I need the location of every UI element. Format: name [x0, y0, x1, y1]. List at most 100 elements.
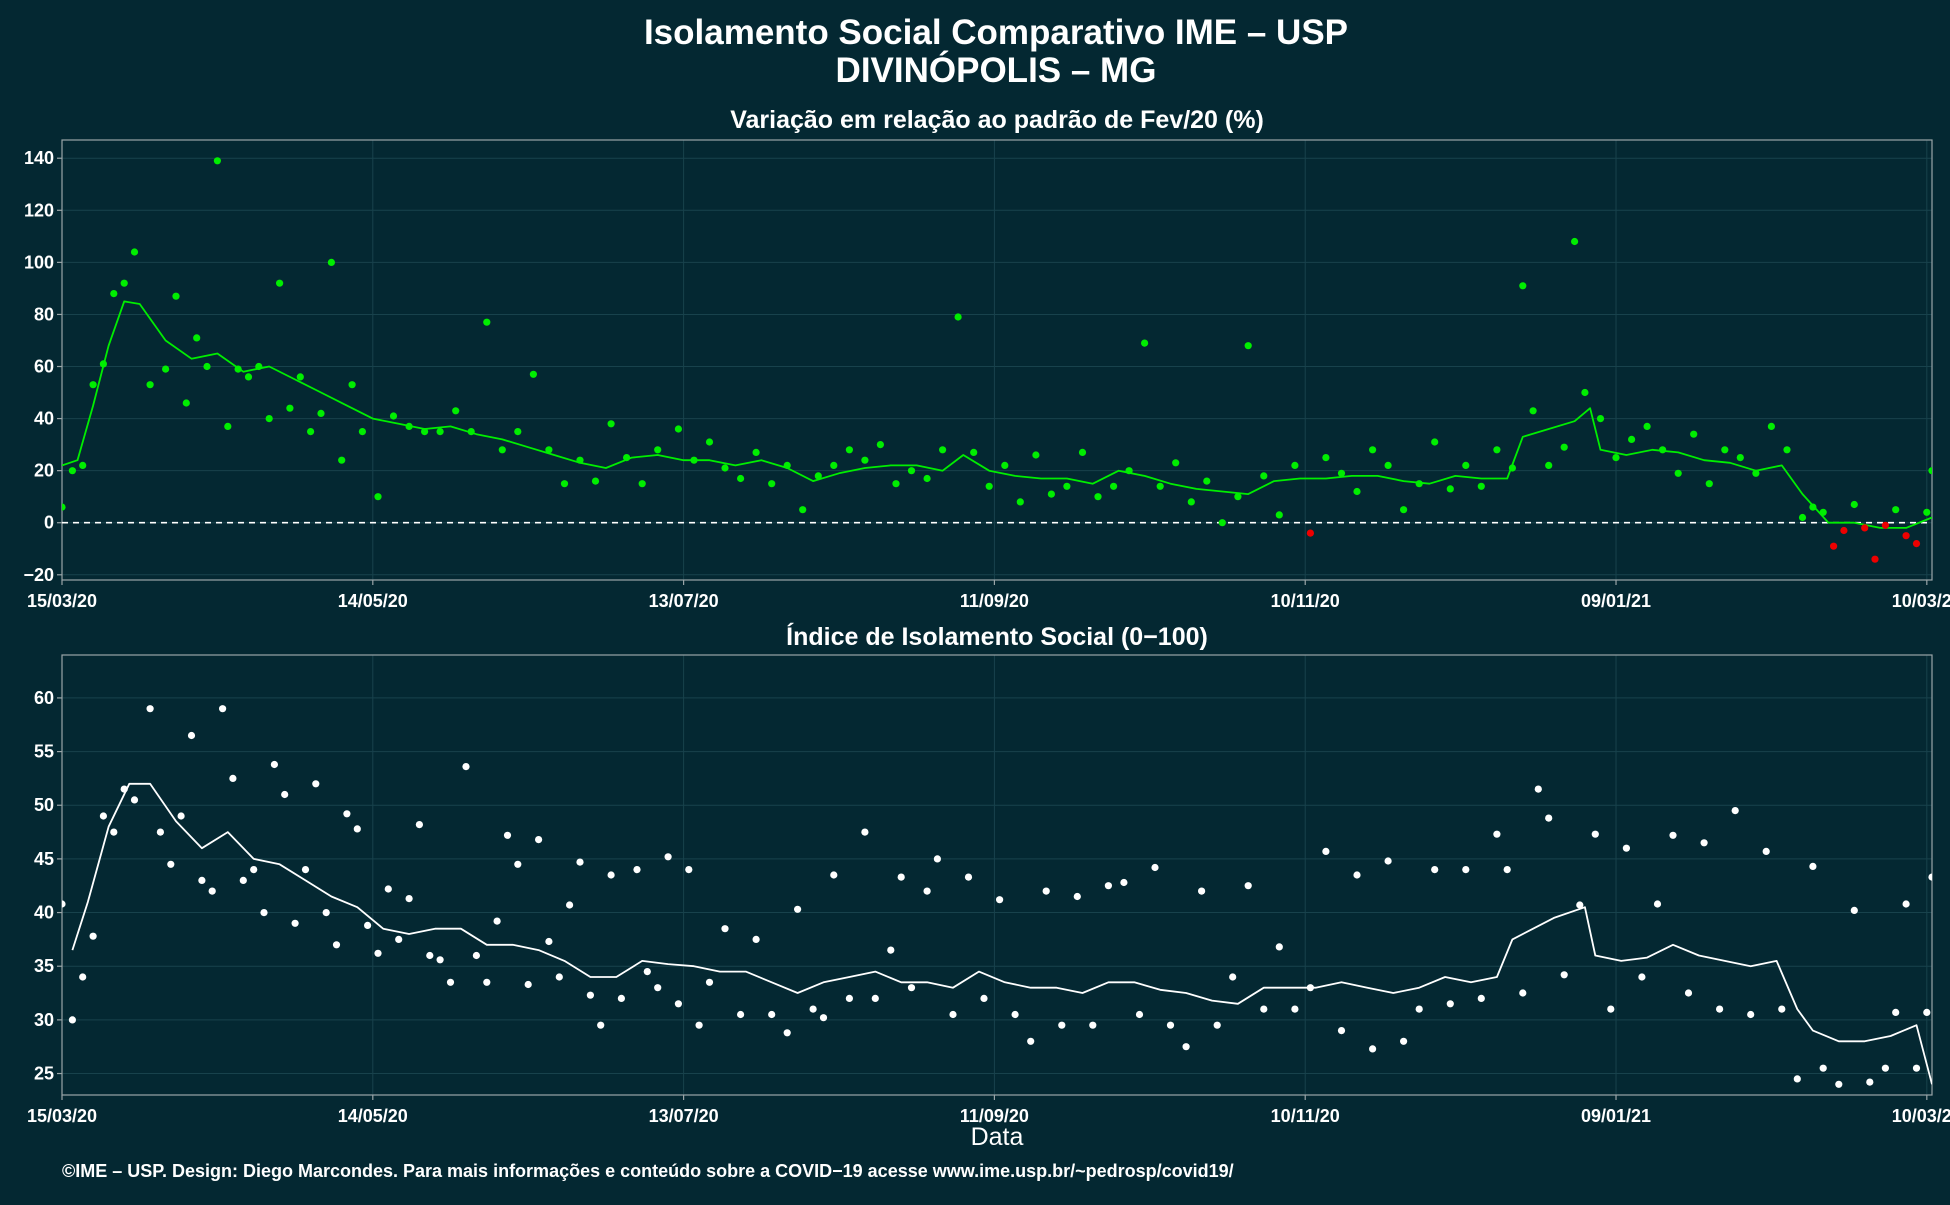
- data-point: [1798, 513, 1807, 522]
- data-point: [1529, 407, 1537, 415]
- data-point: [327, 258, 335, 266]
- data-point: [1260, 472, 1268, 480]
- data-point: [1830, 542, 1838, 550]
- data-point: [1892, 1008, 1900, 1017]
- data-point: [576, 456, 584, 464]
- data-point: [923, 887, 931, 895]
- data-point: [1622, 844, 1630, 852]
- data-point: [887, 946, 895, 954]
- data-point: [1560, 443, 1568, 451]
- data-point: [239, 876, 247, 885]
- x-tick-label: 09/01/21: [1581, 1106, 1651, 1126]
- data-point: [1902, 900, 1910, 908]
- y-tick-label: 50: [34, 795, 54, 815]
- data-point: [705, 438, 714, 446]
- data-point: [949, 1010, 957, 1019]
- y-tick-label: 40: [34, 409, 54, 429]
- panel1-title: Variação em relação ao padrão de Fev/20 …: [730, 106, 1264, 134]
- data-point: [721, 925, 729, 933]
- data-point: [1545, 461, 1553, 469]
- data-point: [768, 480, 776, 488]
- data-point: [555, 973, 563, 981]
- data-point: [276, 279, 284, 287]
- panel-variation: −20 0 20 40 60 80 100 120 140 15/03/20 14/05/20 13/…: [23, 139, 1950, 611]
- data-point: [1902, 532, 1910, 540]
- data-point: [721, 464, 729, 472]
- data-point: [193, 334, 201, 342]
- y-tick-label: 120: [24, 200, 54, 220]
- data-point: [819, 1014, 828, 1022]
- data-point: [110, 290, 118, 298]
- data-point: [343, 810, 351, 818]
- panel2-title: Índice de Isolamento Social (0−100): [786, 622, 1208, 651]
- data-point: [1125, 467, 1133, 475]
- data-point: [187, 731, 196, 740]
- data-point: [172, 292, 180, 300]
- data-point: [1337, 1027, 1346, 1035]
- data-point: [1384, 857, 1392, 865]
- data-point: [1493, 446, 1501, 454]
- data-point: [203, 362, 211, 371]
- data-point: [446, 978, 455, 986]
- data-point: [198, 876, 206, 885]
- data-point: [99, 360, 107, 368]
- data-point: [1534, 785, 1542, 793]
- data-point: [1384, 461, 1392, 469]
- data-point: [871, 994, 879, 1003]
- data-point: [436, 956, 444, 964]
- data-point: [260, 909, 268, 917]
- data-point: [617, 994, 626, 1003]
- data-point: [322, 909, 330, 917]
- data-point: [1166, 1021, 1175, 1029]
- data-point: [1322, 454, 1330, 462]
- data-point: [79, 461, 87, 469]
- data-point: [1721, 446, 1729, 454]
- data-point: [146, 381, 154, 389]
- y-tick-label: 40: [34, 903, 54, 923]
- data-point: [1638, 973, 1646, 981]
- data-point: [1912, 1064, 1921, 1072]
- data-point: [1032, 451, 1040, 459]
- moving-average-line: [62, 300, 1932, 529]
- data-point: [286, 404, 294, 412]
- data-point: [1628, 435, 1636, 443]
- data-point: [1089, 1021, 1097, 1029]
- data-point: [607, 871, 615, 879]
- data-point: [1073, 892, 1081, 901]
- data-point: [623, 454, 631, 462]
- data-point: [1674, 469, 1682, 477]
- data-point: [307, 428, 315, 436]
- data-point: [545, 446, 553, 454]
- data-point: [591, 477, 600, 485]
- data-point: [1581, 388, 1589, 397]
- data-point: [1892, 506, 1900, 514]
- y-tick-label: 35: [34, 956, 54, 976]
- y-tick-label: 30: [34, 1010, 54, 1030]
- data-point: [1234, 493, 1242, 501]
- data-point: [1187, 498, 1195, 506]
- data-point: [1306, 529, 1314, 537]
- figure-title-line2: DIVINÓPOLIS – MG: [836, 50, 1157, 90]
- data-point: [353, 825, 361, 833]
- data-point: [576, 858, 584, 866]
- x-tick-label: 13/07/20: [649, 591, 719, 611]
- data-point: [1446, 1000, 1454, 1008]
- y-tick-label: 20: [34, 461, 54, 481]
- data-point: [1337, 469, 1346, 477]
- data-point: [89, 932, 97, 940]
- data-point: [156, 828, 164, 836]
- data-point: [130, 248, 139, 256]
- data-point: [493, 917, 501, 925]
- data-point: [1809, 503, 1817, 511]
- data-point: [1669, 831, 1677, 839]
- data-point: [99, 812, 107, 820]
- x-tick-label: 15/03/20: [27, 1106, 97, 1126]
- data-point: [1135, 1010, 1144, 1019]
- x-tick-label: 10/03/21: [1892, 1106, 1950, 1126]
- data-point: [1063, 482, 1071, 490]
- x-axis-label: Data: [971, 1123, 1024, 1151]
- data-point: [1861, 524, 1869, 532]
- data-point: [907, 984, 916, 992]
- data-point: [1431, 438, 1439, 446]
- data-point: [301, 866, 310, 874]
